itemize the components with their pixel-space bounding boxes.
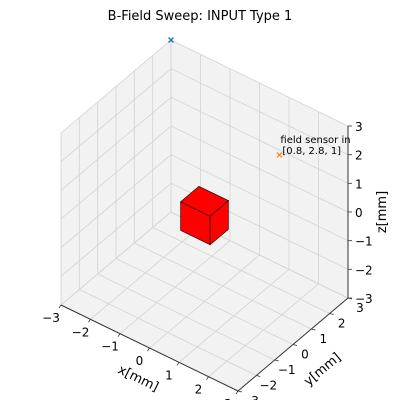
x-tick-label: −3 <box>42 311 60 325</box>
x-tick-mark <box>177 362 179 365</box>
y-tick-mark <box>311 329 315 330</box>
x-tick-mark <box>207 377 209 380</box>
z-tick-label: −3 <box>355 292 373 306</box>
x-tick-label: 2 <box>195 383 203 397</box>
z-axis-label: z[mm] <box>375 191 390 233</box>
y-tick-label: 1 <box>319 332 327 346</box>
x-tick-mark <box>148 348 150 351</box>
z-tick-label: −2 <box>355 263 373 277</box>
sensor-label-line1: field sensor in <box>280 135 350 146</box>
sensor-label-line2: [0.8, 2.8, 1] <box>282 146 341 157</box>
x-tick-label: −2 <box>72 325 90 339</box>
y-tick-mark <box>256 376 260 377</box>
z-tick-label: 2 <box>355 149 363 163</box>
y-tick-mark <box>238 391 242 392</box>
x-tick-label: 0 <box>136 354 144 368</box>
x-tick-label: −1 <box>101 340 119 354</box>
x-tick-mark <box>59 305 61 308</box>
y-tick-label: 2 <box>338 317 346 331</box>
z-tick-label: −1 <box>355 235 373 249</box>
x-tick-mark <box>118 334 120 337</box>
y-tick-mark <box>275 360 279 361</box>
y-tick-label: −3 <box>241 394 259 400</box>
y-tick-mark <box>293 345 297 346</box>
z-tick-label: 3 <box>355 120 363 134</box>
z-tick-label: 1 <box>355 177 363 191</box>
y-tick-mark <box>330 314 334 315</box>
y-tick-label: −2 <box>259 379 277 393</box>
y-tick-label: −1 <box>278 363 296 377</box>
chart-title: B-Field Sweep: INPUT Type 1 <box>108 9 293 24</box>
z-tick-label: 0 <box>355 206 363 220</box>
y-tick-label: 0 <box>301 348 309 362</box>
x-tick-mark <box>236 391 238 394</box>
x-tick-label: 1 <box>165 368 173 382</box>
x-tick-mark <box>89 319 91 322</box>
